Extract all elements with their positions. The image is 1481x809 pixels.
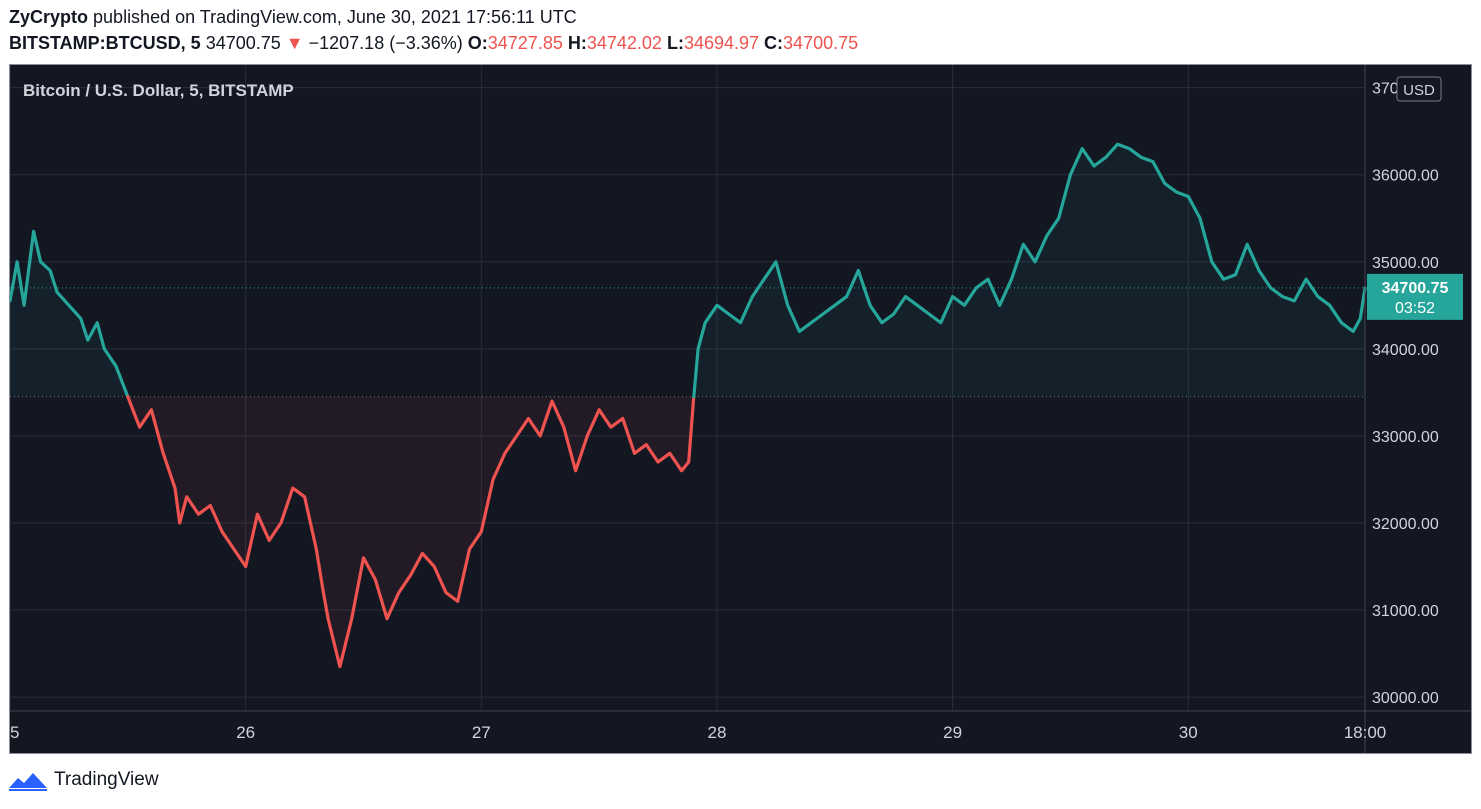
price-tick-label: 31000.00 — [1372, 603, 1439, 620]
price-chart[interactable]: 30000.00 31000.00 32000.00 33000.00 34000.00… — [10, 65, 1471, 753]
currency-label: USD — [1403, 82, 1435, 99]
low-value: 34694.97 — [683, 33, 760, 53]
open-value: 34727.85 — [487, 33, 563, 53]
chart-title: Bitcoin / U.S. Dollar, 5, BITSTAMP — [23, 81, 294, 100]
area-fill-up — [10, 231, 128, 397]
time-tick-label: 25 — [10, 723, 19, 742]
price-change: −1207.18 (−3.36%) — [308, 33, 463, 53]
price-tick-label: 32000.00 — [1372, 516, 1439, 533]
tradingview-logo-icon[interactable] — [8, 768, 48, 792]
close-value: 34700.75 — [783, 33, 859, 53]
time-tick-label: 26 — [236, 723, 255, 742]
price-series — [10, 142, 1367, 669]
time-tick-label: 30 — [1179, 723, 1198, 742]
price-line-down — [126, 395, 696, 669]
current-price-tag-box — [1367, 273, 1463, 320]
area-fills — [10, 144, 1365, 667]
price-tick-label: 33000.00 — [1372, 429, 1439, 446]
last-price: 34700.75 — [205, 33, 281, 53]
current-price-tag: 34700.75 03:52 — [1367, 273, 1463, 320]
price-line-up — [692, 142, 1367, 399]
chart-background — [10, 65, 1471, 753]
countdown-label: 03:52 — [1395, 300, 1435, 317]
symbol-label: BITSTAMP:BTCUSD, 5 — [9, 33, 201, 53]
close-label: C: — [764, 33, 784, 53]
current-price-label: 34700.75 — [1382, 280, 1449, 297]
publication-line: ZyCrypto published on TradingView.com, J… — [9, 7, 577, 28]
time-tick-label: 28 — [707, 723, 726, 742]
price-tick-label: 34000.00 — [1372, 342, 1439, 359]
time-tick-label: 18:00 — [1344, 723, 1387, 742]
price-line-up — [10, 229, 130, 399]
price-tick-label: 30000.00 — [1372, 690, 1439, 707]
author-name[interactable]: ZyCrypto — [9, 7, 89, 27]
area-fill-down — [127, 396, 694, 667]
published-text: published on TradingView.com, June 30, 2… — [93, 7, 577, 27]
brand-name[interactable]: TradingView — [54, 769, 159, 790]
currency-badge-box — [1396, 76, 1442, 102]
high-value: 34742.02 — [586, 33, 662, 53]
low-label: L: — [666, 33, 684, 53]
open-label: O: — [467, 33, 488, 53]
footer: TradingView — [8, 768, 159, 792]
price-tick-label: 35000.00 — [1372, 255, 1439, 272]
change-down-arrow-icon: ▼ — [285, 33, 304, 53]
symbol-ohlc-line: BITSTAMP:BTCUSD, 5 34700.75 ▼ −1207.18 (… — [9, 33, 858, 54]
currency-badge[interactable]: USD — [1396, 76, 1442, 102]
area-fill-up — [693, 144, 1365, 397]
price-tick-label: 36000.00 — [1372, 168, 1439, 185]
high-label: H: — [567, 33, 587, 53]
time-tick-label: 27 — [472, 723, 491, 742]
time-axis[interactable]: 25 26 27 28 29 30 18:00 — [10, 723, 1386, 742]
time-tick-label: 29 — [943, 723, 962, 742]
